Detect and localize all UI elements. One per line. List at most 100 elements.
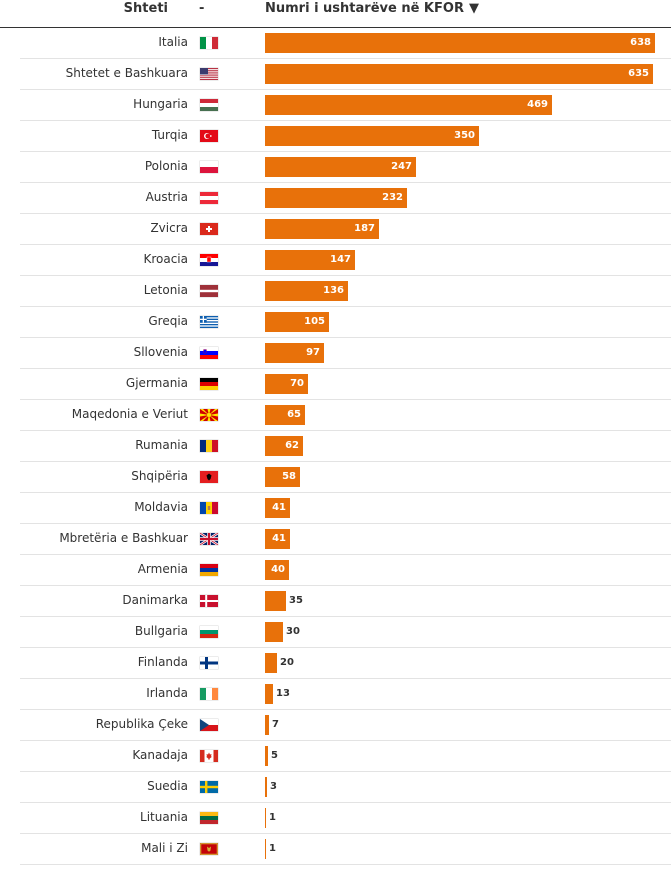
bar-value-label: 136 [323, 285, 344, 296]
bar [265, 436, 303, 456]
bar [265, 157, 416, 177]
usa-flag [200, 68, 218, 80]
table-row: Mali i Zi 1 [20, 834, 671, 865]
hungary-flag [200, 99, 218, 111]
bar-value-label: 7 [272, 719, 279, 730]
bar [265, 715, 269, 735]
table-row: Gjermania 70 [20, 369, 671, 400]
table-row: Maqedonia e Veriut 65 [20, 400, 671, 431]
column-header-value-label: Numri i ushtarëve në KFOR [265, 1, 464, 16]
bar [265, 405, 305, 425]
table-row: Kanadaja 5 [20, 741, 671, 772]
table-row: Shtetet e Bashkuara 635 [20, 59, 671, 90]
bar [265, 250, 355, 270]
bar-value-label: 20 [280, 657, 294, 668]
country-name: Bullgaria [134, 624, 188, 638]
uk-flag [200, 533, 218, 545]
table-row: Italia 638 [20, 28, 671, 59]
country-name: Letonia [143, 283, 188, 297]
bar-value-label: 187 [354, 223, 375, 234]
table-row: Mbretëria e Bashkuar 41 [20, 524, 671, 555]
sort-down-icon[interactable]: ▼ [468, 1, 479, 16]
ireland-flag [200, 688, 218, 700]
bar-value-label: 30 [286, 626, 300, 637]
bar-value-label: 3 [270, 781, 277, 792]
bar [265, 33, 655, 53]
column-header-country[interactable]: Shteti [123, 1, 168, 16]
country-name: Suedia [147, 779, 188, 793]
country-name: Kroacia [143, 252, 188, 266]
bar [265, 560, 289, 580]
bar [265, 498, 290, 518]
bar-value-label: 469 [527, 99, 548, 110]
czechia-flag [200, 719, 218, 731]
austria-flag [200, 192, 218, 204]
latvia-flag [200, 285, 218, 297]
table-row: Armenia 40 [20, 555, 671, 586]
table-row: Austria 232 [20, 183, 671, 214]
country-name: Shqipëria [131, 469, 188, 483]
bar [265, 343, 324, 363]
bar-value-label: 97 [306, 347, 320, 358]
country-name: Zvicra [150, 221, 188, 235]
table-row: Irlanda 13 [20, 679, 671, 710]
country-name: Mbretëria e Bashkuar [59, 531, 188, 545]
finland-flag [200, 657, 218, 669]
table-row: Moldavia 41 [20, 493, 671, 524]
table-header: Shteti - Numri i ushtarëve në KFOR ▼ [0, 0, 671, 28]
table-row: Lituania 1 [20, 803, 671, 834]
turkey-flag [200, 130, 218, 142]
montenegro-flag [200, 843, 218, 855]
north-macedonia-flag [200, 409, 218, 421]
bar [265, 622, 283, 642]
bar [265, 312, 329, 332]
bar-value-label: 635 [628, 68, 649, 79]
bar-value-label: 35 [289, 595, 303, 606]
country-name: Shtetet e Bashkuara [65, 66, 188, 80]
bar [265, 684, 273, 704]
table-row: Zvicra 187 [20, 214, 671, 245]
table-row: Rumania 62 [20, 431, 671, 462]
table-row: Danimarka 35 [20, 586, 671, 617]
country-name: Greqia [148, 314, 188, 328]
lithuania-flag [200, 812, 218, 824]
table-row: Suedia 3 [20, 772, 671, 803]
table-row: Finlanda 20 [20, 648, 671, 679]
bar [265, 219, 379, 239]
country-name: Sllovenia [133, 345, 188, 359]
bar [265, 126, 479, 146]
bar-value-label: 65 [287, 409, 301, 420]
table-row: Turqia 350 [20, 121, 671, 152]
bar-value-label: 58 [282, 471, 296, 482]
bar-value-label: 105 [304, 316, 325, 327]
table-row: Letonia 136 [20, 276, 671, 307]
canada-flag [200, 750, 218, 762]
country-name: Maqedonia e Veriut [71, 407, 188, 421]
country-name: Irlanda [146, 686, 188, 700]
slovenia-flag [200, 347, 218, 359]
bar-value-label: 247 [391, 161, 412, 172]
country-name: Finlanda [137, 655, 188, 669]
table-row: Hungaria 469 [20, 90, 671, 121]
table-row: Bullgaria 30 [20, 617, 671, 648]
moldova-flag [200, 502, 218, 514]
country-name: Rumania [135, 438, 188, 452]
bar-value-label: 40 [271, 564, 285, 575]
bar-value-label: 41 [272, 502, 286, 513]
bulgaria-flag [200, 626, 218, 638]
greece-flag [200, 316, 218, 328]
country-name: Lituania [140, 810, 188, 824]
country-name: Italia [158, 35, 188, 49]
country-name: Republika Çeke [95, 717, 188, 731]
bar-value-label: 62 [285, 440, 299, 451]
column-header-flag[interactable]: - [199, 1, 205, 16]
column-header-value[interactable]: Numri i ushtarëve në KFOR ▼ [265, 1, 479, 16]
country-name: Danimarka [122, 593, 188, 607]
table-row: Republika Çeke 7 [20, 710, 671, 741]
switzerland-flag [200, 223, 218, 235]
bar [265, 746, 268, 766]
romania-flag [200, 440, 218, 452]
country-name: Moldavia [134, 500, 188, 514]
bar [265, 591, 286, 611]
